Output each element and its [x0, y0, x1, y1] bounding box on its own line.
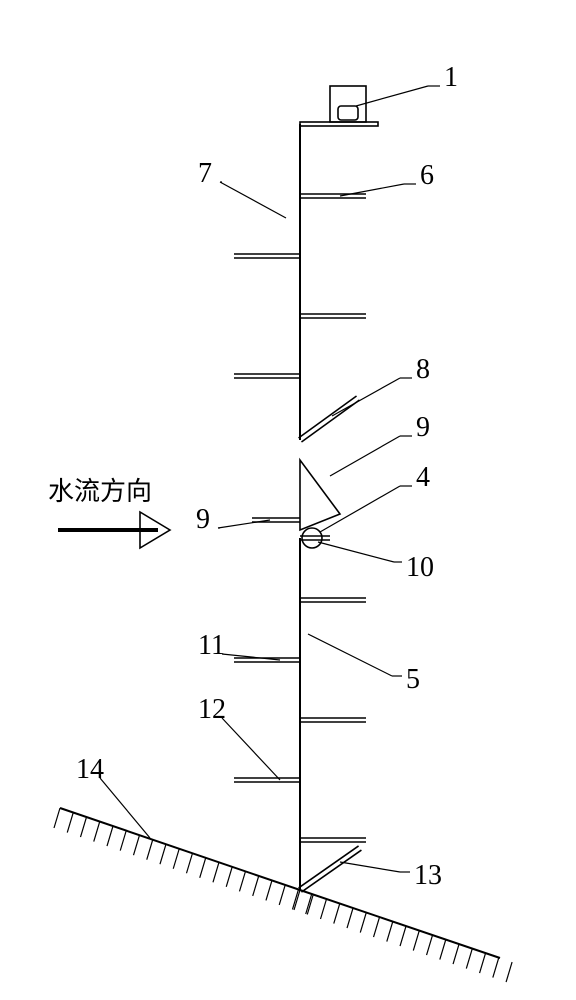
bottom-flap-right [299, 846, 359, 888]
mid-flap-right [299, 396, 357, 438]
label-11: 11 [198, 630, 280, 661]
hatch-tick [493, 958, 499, 978]
ground-left [60, 808, 300, 890]
label-text-9a: 9 [416, 412, 430, 443]
hatch-tick [147, 840, 153, 860]
hatch-tick [480, 953, 486, 973]
hatch-tick [133, 835, 139, 855]
structure-group [60, 86, 500, 958]
hatch-tick [506, 962, 512, 982]
label-7: 7 [198, 158, 286, 218]
ground-hatching [54, 808, 512, 982]
hatch-tick [387, 922, 393, 942]
hatch-tick [279, 885, 285, 905]
hatch-tick [107, 826, 113, 846]
label-6: 6 [340, 160, 434, 196]
mid-triangle [300, 460, 340, 530]
hatch-tick [453, 944, 459, 964]
hatch-tick [374, 917, 380, 937]
mid-flap-right [301, 400, 359, 442]
label-10: 10 [318, 542, 434, 583]
label-text-11: 11 [198, 630, 225, 661]
hatch-tick [253, 876, 259, 896]
hatch-tick [54, 808, 60, 828]
label-1: 1 [356, 62, 458, 106]
label-text-12: 12 [198, 694, 226, 725]
label-text-13: 13 [414, 860, 442, 891]
label-13: 13 [340, 860, 442, 891]
label-text-4: 4 [416, 462, 430, 493]
label-text-7: 7 [198, 158, 212, 189]
hatch-tick [200, 858, 206, 878]
leader-line [318, 542, 394, 562]
hatch-tick [94, 822, 100, 842]
label-text-9b: 9 [196, 504, 210, 535]
hatch-tick [466, 949, 472, 969]
hatch-tick [160, 844, 166, 864]
leader-line [218, 520, 270, 528]
leader-line [222, 654, 280, 660]
hatch-tick [173, 849, 179, 869]
leader-line [222, 718, 280, 780]
pinch-circle [302, 528, 322, 548]
hatch-tick [321, 899, 327, 919]
hatch-tick [266, 880, 272, 900]
top-box [330, 86, 366, 122]
top-box-inner [338, 106, 358, 120]
hatch-tick [186, 853, 192, 873]
hatch-tick [440, 940, 446, 960]
leader-line [332, 378, 400, 416]
hatch-tick [80, 817, 86, 837]
leader-line [340, 184, 404, 196]
hatch-tick [334, 904, 340, 924]
hatch-tick [239, 871, 245, 891]
hatch-tick [400, 926, 406, 946]
leader-line [220, 182, 286, 218]
hatch-tick [67, 813, 73, 833]
label-5: 5 [308, 634, 420, 695]
label-12: 12 [198, 694, 280, 780]
flow-direction-label: 水流方向 [48, 477, 152, 506]
hatch-tick [347, 908, 353, 928]
hatch-tick [213, 862, 219, 882]
label-9a: 9 [330, 412, 430, 476]
label-text-5: 5 [406, 664, 420, 695]
label-9b: 9 [196, 504, 270, 535]
leader-line [340, 862, 400, 872]
label-text-6: 6 [420, 160, 434, 191]
label-text-10: 10 [406, 552, 434, 583]
hatch-tick [226, 867, 232, 887]
leader-line [100, 778, 150, 838]
ground-right [300, 890, 500, 958]
label-text-1: 1 [444, 62, 458, 93]
hatch-tick [413, 931, 419, 951]
hatch-tick [120, 831, 126, 851]
bottom-flap-right [301, 850, 361, 892]
label-8: 8 [332, 354, 430, 416]
leader-line [320, 486, 400, 532]
label-text-14: 14 [76, 754, 104, 785]
hatch-tick [360, 913, 366, 933]
leader-line [308, 634, 392, 676]
flow-arrow: 水流方向 [48, 477, 170, 548]
label-text-8: 8 [416, 354, 430, 385]
leader-line [330, 436, 400, 476]
hatch-tick [427, 935, 433, 955]
